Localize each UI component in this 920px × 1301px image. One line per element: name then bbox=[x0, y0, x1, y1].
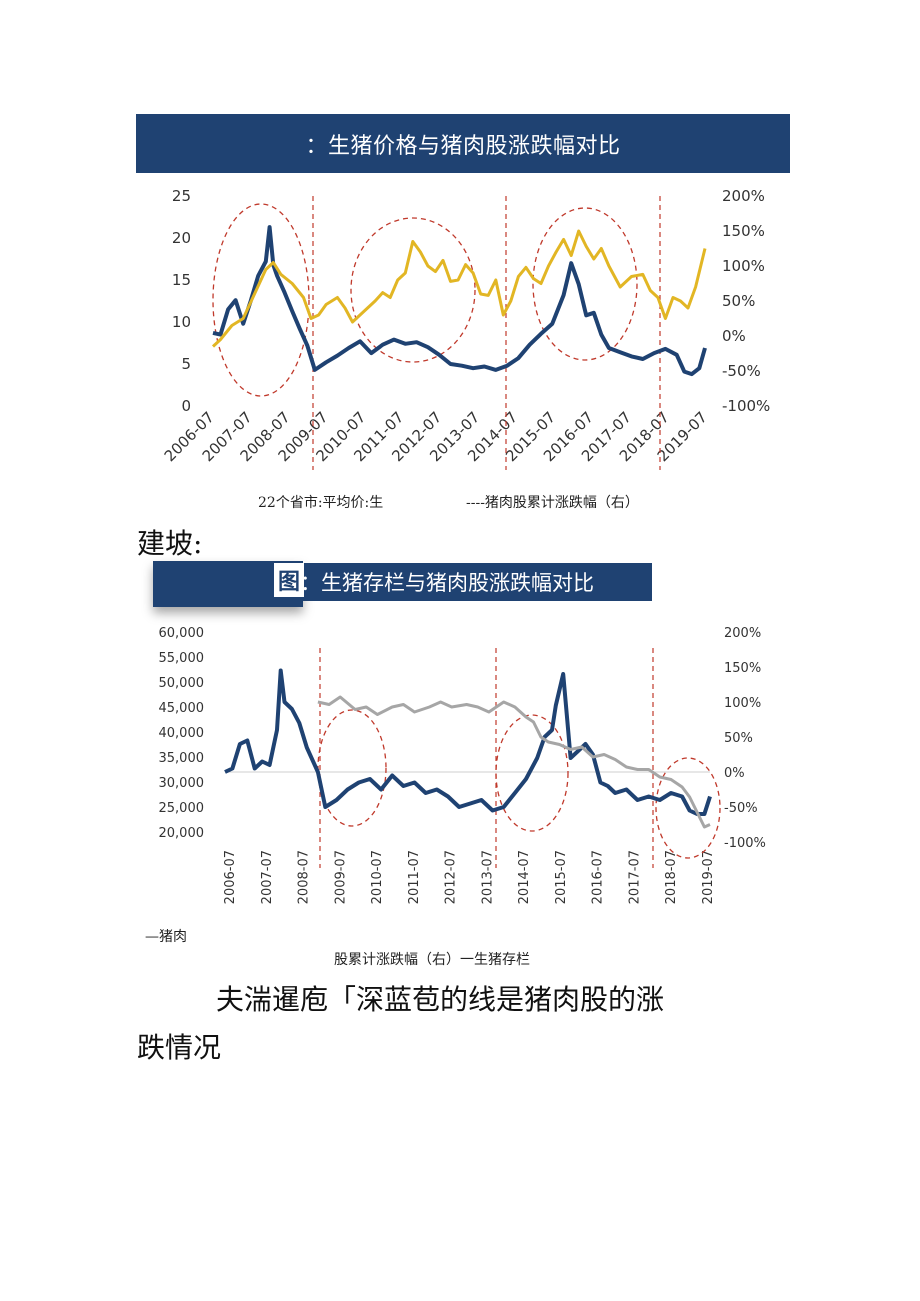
paragraph-line-2: 跌情况 bbox=[137, 1031, 222, 1064]
chart2-x-tick: 2009-07 bbox=[333, 850, 348, 904]
chart1-y-right-tick: 0% bbox=[722, 327, 746, 345]
chart2-highlight-ellipse bbox=[655, 757, 721, 859]
chart1-y-left-tick: 0 bbox=[181, 397, 191, 415]
chart2-highlight-ellipse bbox=[495, 714, 569, 832]
chart1-highlight-ellipse bbox=[350, 217, 476, 363]
chart1-y-left-tick: 5 bbox=[181, 355, 191, 373]
chart2-x-tick: 2019-07 bbox=[701, 850, 716, 904]
chart1-y-right-tick: 150% bbox=[722, 222, 765, 240]
chart2-y-right-tick: 50% bbox=[724, 731, 753, 746]
chart2-x-tick: 2018-07 bbox=[664, 850, 679, 904]
chart2-y-right-tick: 200% bbox=[724, 626, 761, 641]
chart1-y-right-tick: 100% bbox=[722, 257, 765, 275]
chart2-x-tick: 2017-07 bbox=[627, 850, 642, 904]
chart1-series-line-2 bbox=[211, 229, 707, 348]
chart2-y-left-tick: 55,000 bbox=[159, 651, 205, 666]
chart2-y-left-tick: 50,000 bbox=[159, 676, 205, 691]
chart1-highlight-ellipse bbox=[212, 203, 310, 397]
chart2-y-left-tick: 30,000 bbox=[159, 776, 205, 791]
chart2-x-tick: 2011-07 bbox=[407, 850, 422, 904]
chart2-x-tick: 2013-07 bbox=[480, 850, 495, 904]
chart2-banner-prefix: 图 bbox=[274, 563, 304, 597]
chart1-y-right-tick: 50% bbox=[722, 292, 755, 310]
chart1: 2520151050200%150%100%50%0%-50%-100%2006… bbox=[161, 187, 770, 470]
chart1-series-line-1 bbox=[212, 225, 707, 377]
chart1-y-left-tick: 15 bbox=[172, 271, 191, 289]
chart2-series-line-1 bbox=[224, 668, 712, 816]
chart2-y-left-tick: 35,000 bbox=[159, 751, 205, 766]
chart2-y-left-tick: 20,000 bbox=[159, 826, 205, 841]
chart2-x-tick: 2012-07 bbox=[444, 850, 459, 904]
chart2-y-left-tick: 45,000 bbox=[159, 701, 205, 716]
chart2-x-tick: 2010-07 bbox=[370, 850, 385, 904]
chart1-y-left-tick: 10 bbox=[172, 313, 191, 331]
chart1-caption-right: ----猪肉股累计涨跌幅（右） bbox=[466, 495, 639, 511]
chart2-caption-center: 股累计涨跌幅（右）一生猪存栏 bbox=[334, 952, 530, 968]
chart2-y-right-tick: 0% bbox=[724, 766, 745, 781]
chart2-y-right-tick: -100% bbox=[724, 836, 766, 851]
chart1-y-left-tick: 25 bbox=[172, 187, 191, 205]
chart2-y-left-tick: 60,000 bbox=[159, 626, 205, 641]
chart2-x-tick: 2016-07 bbox=[591, 850, 606, 904]
chart2-y-left-tick: 40,000 bbox=[159, 726, 205, 741]
chart2-y-right-tick: 100% bbox=[724, 696, 761, 711]
chart1-banner-title: ：生猪价格与猪肉股涨跌幅对比 bbox=[305, 133, 621, 159]
section-heading: 建坡: bbox=[137, 527, 203, 560]
chart2-x-tick: 2015-07 bbox=[554, 850, 569, 904]
chart2-x-tick: 2006-07 bbox=[223, 850, 238, 904]
chart1-highlight-ellipse bbox=[532, 207, 638, 361]
chart1-banner: ：生猪价格与猪肉股涨跌幅对比 bbox=[136, 114, 790, 173]
chart1-y-left-tick: 20 bbox=[172, 229, 191, 247]
chart2-highlight-ellipse bbox=[317, 709, 387, 827]
chart2: 60,000 55,000 50,000 45,000 40,000 35,000 30,0… bbox=[159, 626, 766, 904]
chart1-y-right-tick: -50% bbox=[722, 362, 761, 380]
chart2-banner-title: ：生猪存栏与猪肉股涨跌幅对比 bbox=[300, 571, 594, 595]
chart1-y-right-tick: 200% bbox=[722, 187, 765, 205]
chart2-y-left-tick: 25,000 bbox=[159, 801, 205, 816]
chart2-x-tick: 2014-07 bbox=[517, 850, 532, 904]
paragraph-line-1: 夫湍暹庖「深蓝苞的线是猪肉股的涨 bbox=[216, 983, 665, 1016]
chart1-y-right-tick: -100% bbox=[722, 397, 770, 415]
chart2-y-right-tick: 150% bbox=[724, 661, 761, 676]
chart1-caption-left: 22个省市:平均价:生 bbox=[258, 495, 384, 511]
chart2-series-line-2 bbox=[317, 695, 711, 829]
chart2-x-tick: 2007-07 bbox=[260, 850, 275, 904]
chart2-caption-left: —猪肉 bbox=[145, 929, 187, 945]
chart2-banner: ：生猪存栏与猪肉股涨跌幅对比 bbox=[300, 563, 652, 601]
chart2-y-right-tick: -50% bbox=[724, 801, 758, 816]
chart2-x-tick: 2008-07 bbox=[297, 850, 312, 904]
